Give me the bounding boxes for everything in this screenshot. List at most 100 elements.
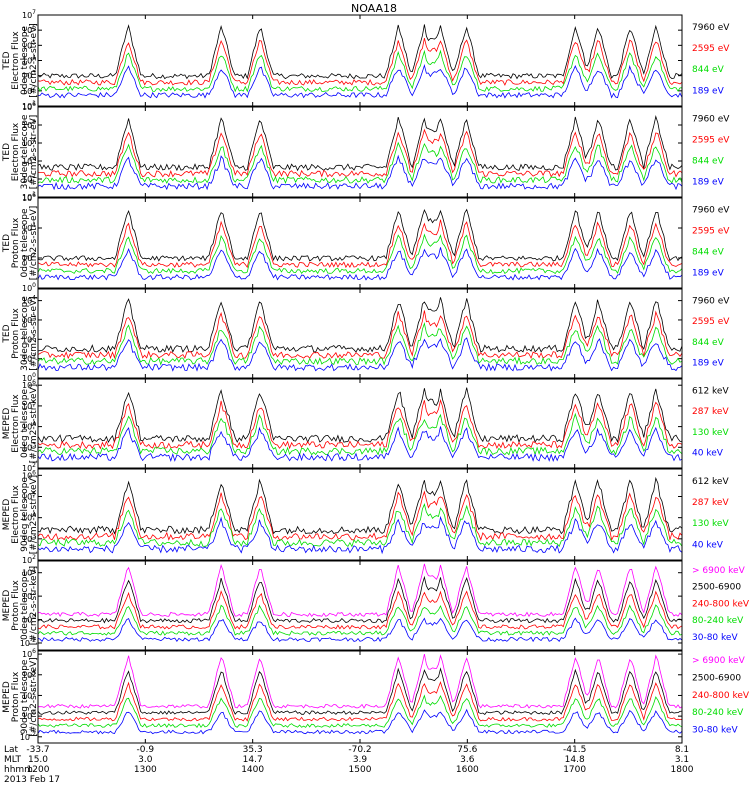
- ytick-label: 102: [22, 173, 36, 184]
- ytick-label: 103: [22, 155, 36, 166]
- legend-item: 7960 eV: [692, 23, 730, 33]
- series-red-line: [37, 38, 683, 86]
- ytick-label: 105: [22, 400, 36, 411]
- series-blue-line: [37, 426, 683, 463]
- ytick-label: 104: [22, 137, 36, 148]
- ytick-label: 101: [22, 191, 36, 202]
- legend-item: 7960 eV: [692, 115, 730, 125]
- legend-item: 130 keV: [692, 519, 729, 529]
- xtick-label: -33.7: [26, 745, 49, 755]
- xtick-label: 1300: [134, 765, 157, 775]
- legend-item: 7960 eV: [692, 206, 730, 216]
- legend-item: 287 keV: [692, 498, 729, 508]
- series-red-line: [37, 490, 683, 542]
- legend-item: 7960 eV: [692, 296, 730, 306]
- legend-item: 2500-6900: [692, 674, 741, 684]
- date-label: 2013 Feb 17: [4, 775, 60, 785]
- xtick-label: 1400: [241, 765, 264, 775]
- xtick-label: 75.6: [457, 745, 477, 755]
- xtick-label: 3.0: [138, 755, 153, 765]
- ytick-label: 100: [22, 282, 36, 293]
- panel-ylabel: MEPED Electron Flux 0deg telescope [#/cm2-s…: [2, 384, 39, 463]
- series-red-line: [37, 310, 683, 360]
- legend-item: > 6900 keV: [692, 656, 746, 666]
- ytick-label: 102: [22, 333, 36, 344]
- legend-item: 189 eV: [692, 177, 725, 187]
- panel-legend: > 6900 keV 2500-6900 240-800 keV 80-240 keV…: [692, 566, 750, 643]
- ytick-label: 106: [22, 101, 36, 112]
- panel-legend: 612 keV 287 keV 130 keV 40 keV: [692, 386, 729, 458]
- panel-ylabel-line: Proton Flux: [11, 580, 21, 631]
- xtick-label: 1800: [671, 765, 694, 775]
- series-green-line: [37, 604, 683, 636]
- panel-ylabel-line: 0deg telescope: [20, 571, 30, 641]
- series-black-line: [37, 667, 683, 715]
- panel-legend: 7960 eV 2595 eV 844 eV 189 eV: [692, 296, 730, 368]
- panel-frame: [37, 378, 683, 469]
- series-green-line: [37, 412, 683, 456]
- series-blue-line: [37, 708, 683, 735]
- series-green-line: [37, 503, 683, 548]
- series-black-line: [37, 114, 683, 172]
- panel-ylabel-line: TED: [2, 143, 12, 162]
- panel-ylabel-line: Electron Flux: [11, 485, 21, 544]
- legend-item: 189 eV: [692, 86, 725, 96]
- panel-frame: [37, 14, 683, 107]
- xtick-label: 14.8: [565, 755, 585, 765]
- ytick-label: 103: [22, 441, 36, 452]
- ytick-label: 105: [22, 491, 36, 502]
- xtick-label: 35.3: [243, 745, 263, 755]
- legend-item: 612 keV: [692, 477, 729, 487]
- legend-item: 80-240 keV: [692, 616, 744, 626]
- panel-ylabel-line: [#/cm2-s-str-eV]: [29, 206, 39, 281]
- series-black-line: [37, 476, 683, 535]
- legend-item: 189 eV: [692, 268, 725, 278]
- panels: TED Electron Flux 0deg telescope [#/cm2-s-s…: [2, 9, 750, 744]
- ytick-label: 103: [22, 533, 36, 544]
- series-magenta-line: [37, 654, 683, 709]
- series-blue-line: [37, 247, 683, 281]
- panel-ylabel-line: Electron Flux: [11, 122, 21, 181]
- panel-ylabel-line: TED: [2, 51, 12, 70]
- legend-item: 2595 eV: [692, 44, 730, 54]
- ytick-label: 100: [22, 710, 36, 721]
- ytick-label: 107: [22, 9, 36, 20]
- legend-item: > 6900 keV: [692, 566, 746, 576]
- series-green-line: [37, 141, 683, 185]
- xtick-label: 8.1: [675, 745, 689, 755]
- legend-item: 240-800 keV: [692, 691, 750, 701]
- xtick-label: -41.5: [563, 745, 586, 755]
- xaxis-row-label: MLT: [4, 755, 22, 765]
- panel-ylabel-line: Proton Flux: [11, 671, 21, 722]
- panel-ylabel-line: [#/cm2-s-str-keV]: [29, 657, 39, 736]
- ytick-label: 106: [22, 192, 36, 203]
- series-blue-line: [37, 617, 683, 643]
- ytick-label: 106: [22, 379, 36, 390]
- legend-item: 240-800 keV: [692, 599, 750, 609]
- series-blue-line: [37, 515, 683, 555]
- series-black-line: [37, 575, 683, 624]
- xtick-label: 1500: [349, 765, 372, 775]
- panel-ylabel: TED Proton Flux 0deg telescope [#/cm2-s-str…: [2, 206, 39, 281]
- panel-4: TED Proton Flux 30deg telescope [#/cm2-s-st…: [2, 288, 730, 383]
- panel-frame: [37, 650, 683, 744]
- panel-ylabel-line: 0deg telescope: [20, 26, 30, 96]
- legend-item: 2595 eV: [692, 136, 730, 146]
- legend-item: 130 keV: [692, 428, 729, 438]
- legend-item: 2595 eV: [692, 227, 730, 237]
- ytick-label: 103: [22, 314, 36, 325]
- ytick-label: 104: [22, 567, 36, 578]
- panel-2: TED Electron Flux 30deg telescope [#/cm2-s-…: [2, 101, 730, 202]
- legend-item: 844 eV: [692, 65, 725, 75]
- panel-ylabel: TED Electron Flux 30deg telescope [#/cm2-s-…: [2, 114, 39, 189]
- series-green-line: [37, 694, 683, 729]
- panel-legend: 612 keV 287 keV 130 keV 40 keV: [692, 477, 729, 550]
- panel-ylabel-line: 90deg telescope: [20, 659, 30, 734]
- series-black-line: [37, 24, 683, 80]
- panel-ylabel-line: [#/cm2-s-str-keV]: [29, 566, 39, 645]
- ytick-label: 102: [22, 252, 36, 263]
- xaxis-row-label: Lat: [4, 745, 19, 755]
- panel-ylabel: MEPED Electron Flux 90deg telescope [#/cm2-…: [2, 475, 39, 554]
- legend-item: 80-240 keV: [692, 708, 744, 718]
